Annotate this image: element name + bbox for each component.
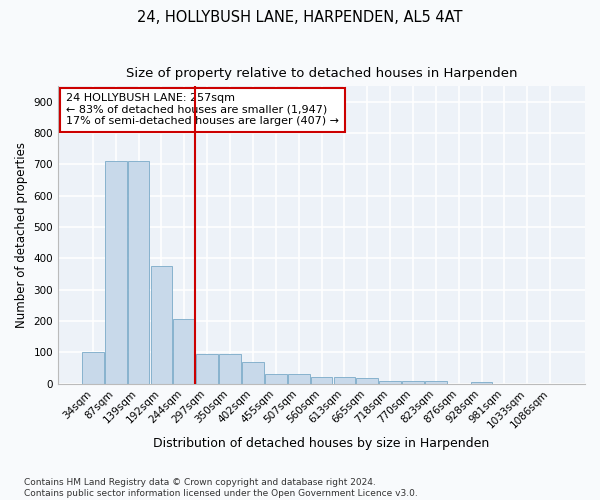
Bar xyxy=(82,352,104,384)
Bar xyxy=(196,354,218,384)
Text: Contains HM Land Registry data © Crown copyright and database right 2024.
Contai: Contains HM Land Registry data © Crown c… xyxy=(24,478,418,498)
Bar xyxy=(105,161,127,384)
Bar xyxy=(128,161,149,384)
Title: Size of property relative to detached houses in Harpenden: Size of property relative to detached ho… xyxy=(126,68,517,80)
Text: 24, HOLLYBUSH LANE, HARPENDEN, AL5 4AT: 24, HOLLYBUSH LANE, HARPENDEN, AL5 4AT xyxy=(137,10,463,25)
Y-axis label: Number of detached properties: Number of detached properties xyxy=(15,142,28,328)
Bar xyxy=(402,381,424,384)
Bar xyxy=(288,374,310,384)
Bar xyxy=(219,354,241,384)
Text: 24 HOLLYBUSH LANE: 257sqm
← 83% of detached houses are smaller (1,947)
17% of se: 24 HOLLYBUSH LANE: 257sqm ← 83% of detac… xyxy=(66,94,339,126)
Bar xyxy=(242,362,264,384)
Bar xyxy=(151,266,172,384)
Bar xyxy=(173,320,195,384)
X-axis label: Distribution of detached houses by size in Harpenden: Distribution of detached houses by size … xyxy=(154,437,490,450)
Bar xyxy=(425,380,447,384)
Bar xyxy=(471,382,493,384)
Bar xyxy=(379,381,401,384)
Bar xyxy=(311,378,332,384)
Bar xyxy=(334,378,355,384)
Bar xyxy=(356,378,378,384)
Bar xyxy=(265,374,287,384)
